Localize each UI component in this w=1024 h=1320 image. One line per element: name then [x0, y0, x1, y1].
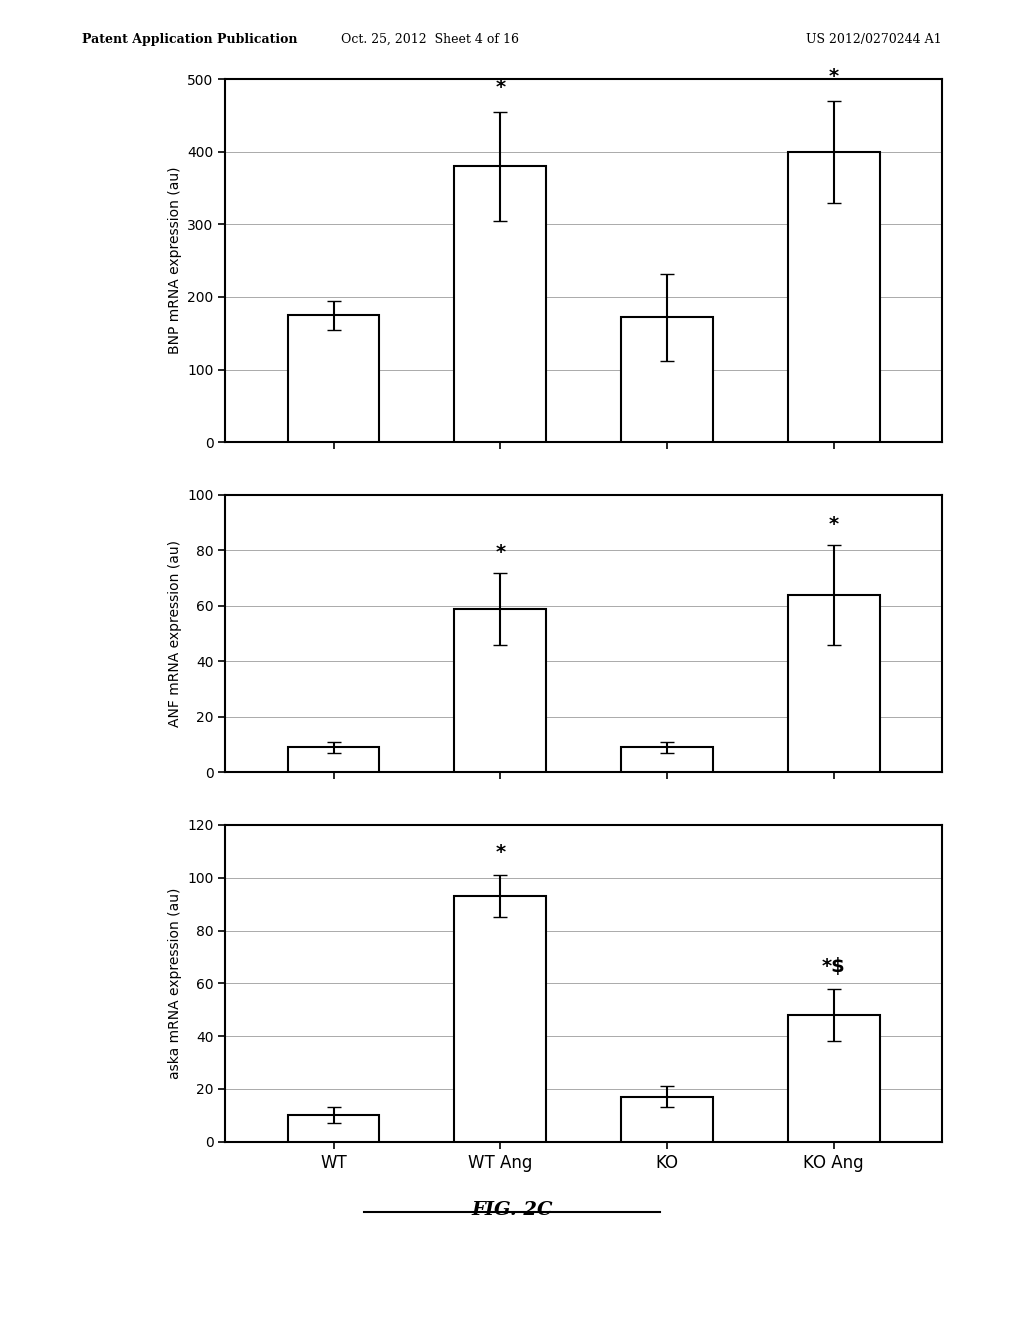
Bar — [455, 609, 546, 772]
Text: Patent Application Publication: Patent Application Publication — [82, 33, 297, 46]
Text: *: * — [828, 67, 839, 86]
Text: Oct. 25, 2012  Sheet 4 of 16: Oct. 25, 2012 Sheet 4 of 16 — [341, 33, 519, 46]
Bar — [622, 747, 713, 772]
Text: *: * — [828, 515, 839, 533]
Text: *: * — [496, 78, 506, 98]
Bar — [787, 152, 880, 442]
Bar — [455, 896, 546, 1142]
Text: *$: *$ — [822, 957, 846, 975]
Bar — [288, 1115, 380, 1142]
Bar — [288, 747, 380, 772]
Text: FIG. 2C: FIG. 2C — [471, 1201, 553, 1220]
Bar — [288, 315, 380, 442]
Y-axis label: aska mRNA expression (au): aska mRNA expression (au) — [168, 888, 181, 1078]
Text: US 2012/0270244 A1: US 2012/0270244 A1 — [807, 33, 942, 46]
Y-axis label: ANF mRNA expression (au): ANF mRNA expression (au) — [168, 540, 181, 727]
Text: *: * — [496, 843, 506, 862]
Bar — [455, 166, 546, 442]
Bar — [622, 317, 713, 442]
Bar — [787, 595, 880, 772]
Bar — [787, 1015, 880, 1142]
Bar — [622, 1097, 713, 1142]
Y-axis label: BNP mRNA expression (au): BNP mRNA expression (au) — [168, 166, 181, 355]
Text: *: * — [496, 543, 506, 561]
